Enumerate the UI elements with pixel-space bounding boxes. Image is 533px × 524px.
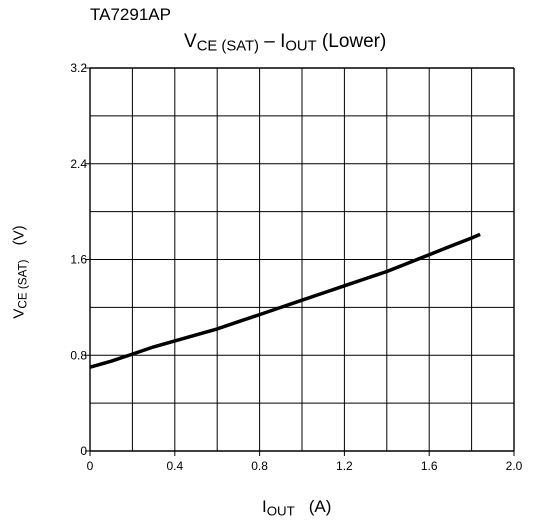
y-tick-label: 0: [80, 444, 87, 458]
x-tick-label: 0.8: [251, 459, 268, 473]
title-v: V: [184, 31, 197, 52]
x-tick-label: 0: [87, 459, 94, 473]
x-axis-label: IOUT (A): [262, 497, 332, 519]
y-axis-label: VCE (SAT)(V): [10, 225, 30, 319]
title-mid: – I: [258, 31, 286, 52]
part-number: TA7291AP: [90, 5, 171, 24]
y-tick-label: 3.2: [70, 61, 87, 75]
x-tick-label: 1.6: [421, 459, 438, 473]
title-i-sub: OUT: [285, 38, 317, 55]
y-tick-label: 1.6: [70, 253, 87, 267]
grid: [85, 67, 515, 456]
title-tail: (Lower): [316, 31, 387, 52]
y-tick-label: 0.8: [70, 348, 87, 362]
x-tick-label: 1.2: [336, 459, 353, 473]
x-tick-label: 0.4: [166, 459, 183, 473]
series-line: [89, 232, 481, 369]
y-tick-label: 2.4: [70, 157, 87, 171]
chart-title: VCE (SAT) – IOUT (Lower): [184, 31, 386, 55]
series: [89, 232, 481, 369]
x-tick-label: 2.0: [506, 459, 523, 473]
title-v-sub: CE (SAT): [196, 38, 259, 55]
tick-labels: 0 0.4 0.8 1.2 1.6 2.0 0 0.8 1.6 2.4 3.2: [70, 61, 522, 473]
